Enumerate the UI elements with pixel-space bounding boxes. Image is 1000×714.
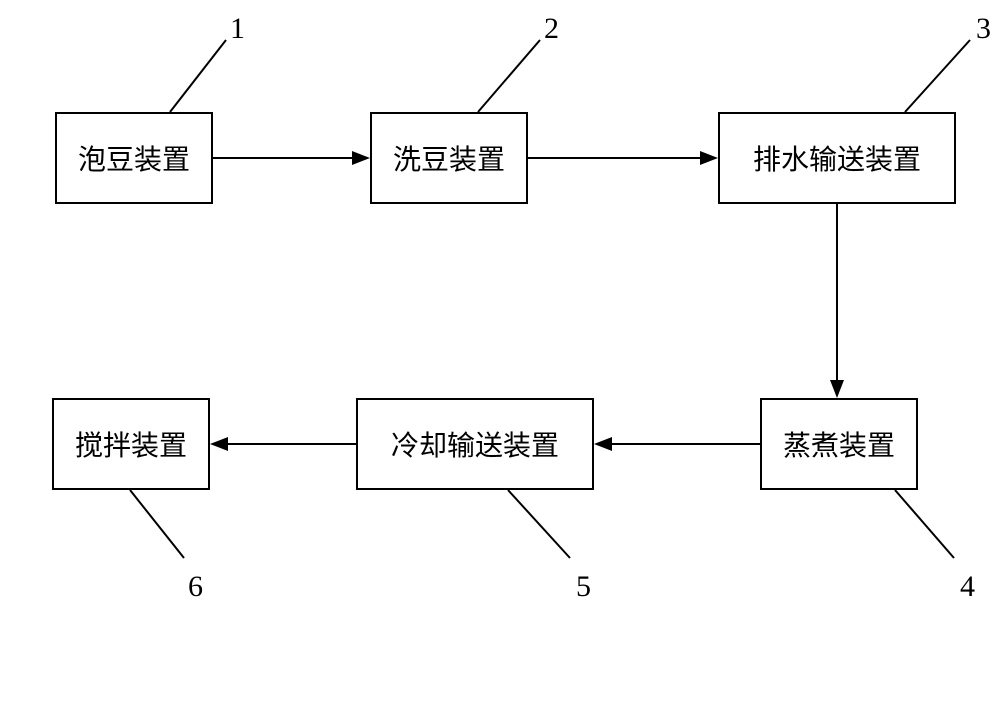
ref-label-5: 5 <box>576 570 591 604</box>
node-label: 排水输送装置 <box>753 138 921 178</box>
node-soak-device: 泡豆装置 <box>55 112 213 204</box>
connector-layer <box>0 0 1000 714</box>
node-drain-conveyor: 排水输送装置 <box>718 112 956 204</box>
ref-label-3: 3 <box>976 12 991 46</box>
ref-label-6: 6 <box>188 570 203 604</box>
node-label: 冷却输送装置 <box>391 424 559 464</box>
node-label: 搅拌装置 <box>75 424 187 464</box>
ref-label-2: 2 <box>544 12 559 46</box>
node-label: 泡豆装置 <box>78 138 190 178</box>
node-cooking-device: 蒸煮装置 <box>760 398 918 490</box>
node-label: 蒸煮装置 <box>783 424 895 464</box>
node-cooling-conveyor: 冷却输送装置 <box>356 398 594 490</box>
node-label: 洗豆装置 <box>393 138 505 178</box>
flowchart-canvas: 泡豆装置 洗豆装置 排水输送装置 蒸煮装置 冷却输送装置 搅拌装置 1 2 3 … <box>0 0 1000 714</box>
node-wash-device: 洗豆装置 <box>370 112 528 204</box>
node-mixing-device: 搅拌装置 <box>52 398 210 490</box>
ref-label-1: 1 <box>230 12 245 46</box>
ref-label-4: 4 <box>960 570 975 604</box>
